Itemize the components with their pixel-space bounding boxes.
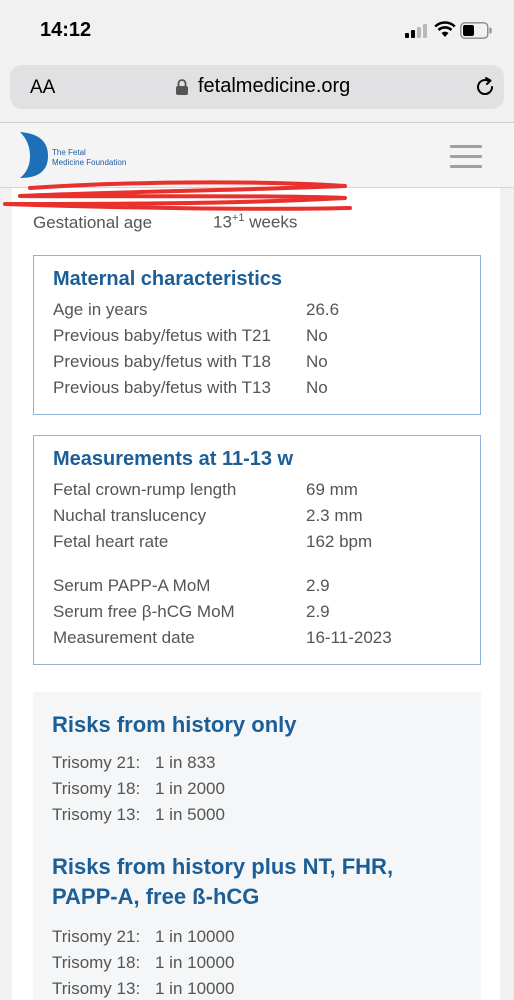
row-value: 2.3 mm <box>306 506 363 525</box>
row-label: Previous baby/fetus with T13 <box>53 378 271 397</box>
row-value: 2.9 <box>306 576 330 595</box>
risk-value: 1 in 2000 <box>155 779 225 798</box>
status-bar: 14:12 <box>0 0 514 60</box>
risk-label: Trisomy 21: <box>52 753 141 772</box>
list-item: Trisomy 21: 1 in 833 <box>33 750 481 776</box>
logo-line-1: The Fetal <box>52 148 86 157</box>
maternal-characteristics-panel: Maternal characteristics Age in years 26.… <box>33 255 481 415</box>
row-label: Age in years <box>53 300 148 319</box>
gestational-age-label: Gestational age <box>33 212 153 232</box>
row-value: 26.6 <box>306 300 340 319</box>
list-item: Trisomy 13: 1 in 10000 <box>33 976 481 1000</box>
table-row: Previous baby/fetus with T21 No <box>34 323 480 349</box>
risks-combined-title-line-2: PAPP-A, free ß-hCG <box>52 884 260 909</box>
table-row: Fetal crown-rump length 69 mm <box>34 477 480 503</box>
wifi-icon <box>434 21 456 37</box>
risk-label: Trisomy 13: <box>52 805 141 824</box>
row-label: Fetal crown-rump length <box>53 480 237 499</box>
reload-icon[interactable] <box>474 76 496 98</box>
table-row: Previous baby/fetus with T13 No <box>34 375 480 401</box>
risk-value: 1 in 833 <box>155 753 216 772</box>
row-value: 16-11-2023 <box>306 628 392 647</box>
row-value: No <box>306 378 328 397</box>
row-label: Previous baby/fetus with T18 <box>53 352 271 371</box>
gestational-age-unit: weeks <box>249 212 298 232</box>
gestational-age-row: Gestational age 13+1 weeks <box>33 212 297 233</box>
fmf-logo-icon[interactable] <box>18 130 50 180</box>
list-item: Trisomy 21: 1 in 10000 <box>33 924 481 950</box>
table-row: Fetal heart rate 162 bpm <box>34 529 480 555</box>
row-label: Previous baby/fetus with T21 <box>53 326 271 345</box>
row-value: 2.9 <box>306 602 330 621</box>
risk-value: 1 in 5000 <box>155 805 225 824</box>
measurements-title: Measurements at 11-13 w <box>53 448 294 470</box>
row-label: Measurement date <box>53 628 195 647</box>
table-row: Nuchal translucency 2.3 mm <box>34 503 480 529</box>
logo-line-2: Medicine Foundation <box>52 158 127 167</box>
risks-panel: Risks from history only Trisomy 21: 1 in … <box>33 692 481 1000</box>
spacer <box>34 555 480 573</box>
redaction-scribble <box>3 180 352 211</box>
menu-hamburger-icon[interactable] <box>450 145 482 168</box>
list-item: Trisomy 18: 1 in 10000 <box>33 950 481 976</box>
cellular-signal-icon <box>405 24 429 38</box>
row-value: 69 mm <box>306 480 358 499</box>
risk-label: Trisomy 18: <box>52 953 141 972</box>
table-row: Age in years 26.6 <box>34 297 480 323</box>
measurements-panel: Measurements at 11-13 w Fetal crown-rump… <box>33 435 481 665</box>
table-row: Previous baby/fetus with T18 No <box>34 349 480 375</box>
table-row: Serum PAPP-A MoM 2.9 <box>34 573 480 599</box>
risk-label: Trisomy 18: <box>52 779 141 798</box>
risk-label: Trisomy 21: <box>52 927 141 946</box>
text-size-button[interactable]: AA <box>30 77 56 98</box>
list-item: Trisomy 18: 1 in 2000 <box>33 776 481 802</box>
list-item: Trisomy 13: 1 in 5000 <box>33 802 481 828</box>
row-value: No <box>306 326 328 345</box>
maternal-characteristics-title: Maternal characteristics <box>53 268 283 290</box>
url-domain[interactable]: fetalmedicine.org <box>198 75 351 97</box>
risks-combined-title-line-1: Risks from history plus NT, FHR, <box>52 854 394 879</box>
site-logo-text[interactable]: The Fetal Medicine Foundation <box>52 148 126 168</box>
table-row: Measurement date 16-11-2023 <box>34 625 480 651</box>
gestational-age-value: 13 <box>213 212 232 232</box>
risk-label: Trisomy 13: <box>52 979 141 998</box>
row-label: Serum free β-hCG MoM <box>53 602 235 621</box>
status-time: 14:12 <box>40 19 92 41</box>
site-header: The Fetal Medicine Foundation <box>0 122 514 188</box>
gestational-age-days: +1 <box>231 212 245 224</box>
address-bar[interactable]: AA fetalmedicine.org <box>10 65 504 109</box>
row-value: 162 bpm <box>306 532 373 551</box>
row-value: No <box>306 352 328 371</box>
risks-combined-title: Risks from history plus NT, FHR, PAPP-A,… <box>33 852 481 912</box>
lock-icon <box>176 79 188 95</box>
risk-value: 1 in 10000 <box>155 979 235 998</box>
table-row: Serum free β-hCG MoM 2.9 <box>34 599 480 625</box>
row-label: Fetal heart rate <box>53 532 169 551</box>
battery-icon <box>460 22 492 39</box>
row-label: Nuchal translucency <box>53 506 207 525</box>
risk-value: 1 in 10000 <box>155 953 235 972</box>
row-label: Serum PAPP-A MoM <box>53 576 211 595</box>
risk-value: 1 in 10000 <box>155 927 235 946</box>
risks-history-title: Risks from history only <box>52 712 297 737</box>
